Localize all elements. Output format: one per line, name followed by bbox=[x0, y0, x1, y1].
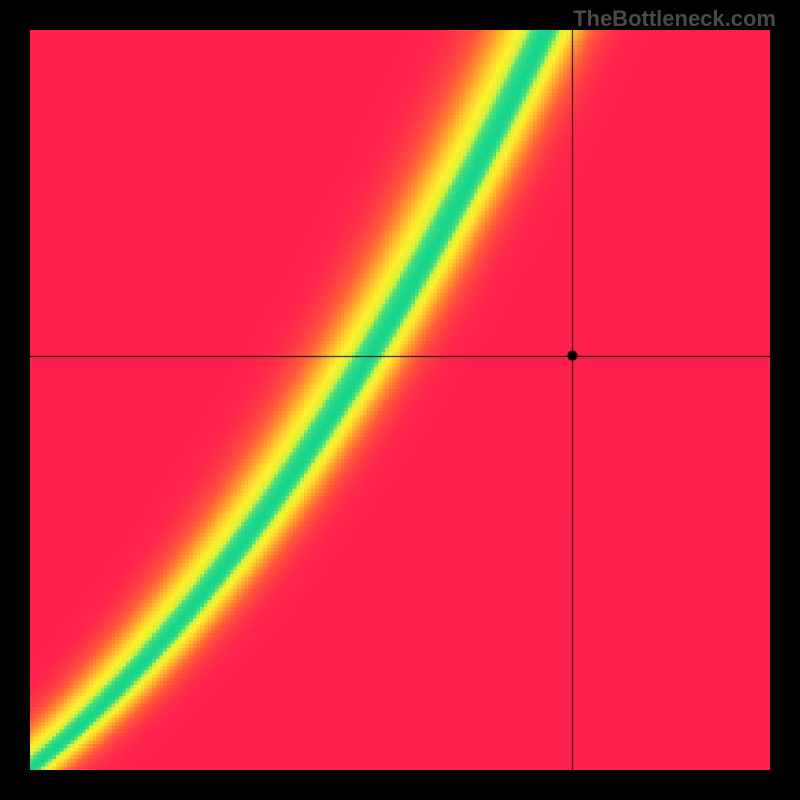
watermark-text: TheBottleneck.com bbox=[573, 6, 776, 32]
chart-container: TheBottleneck.com bbox=[0, 0, 800, 800]
overlay-canvas bbox=[30, 30, 770, 770]
